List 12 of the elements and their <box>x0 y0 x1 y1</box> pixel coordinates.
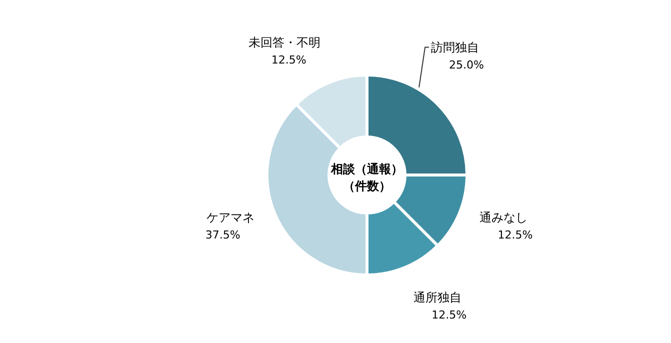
data-label: 25.0% <box>449 58 484 72</box>
slice-label: 訪問独自 <box>431 40 480 54</box>
slice-label: 未回答・不明 <box>248 35 320 50</box>
data-label: 12.5% <box>432 308 467 322</box>
text: （件数） <box>343 179 391 193</box>
slice-label: 通所独自 <box>414 290 462 305</box>
data-label: 12.5% <box>271 53 306 66</box>
data-label: 12.5% <box>498 228 533 242</box>
data-label: 37.5% <box>205 228 240 242</box>
slice-label: ケアマネ <box>206 210 254 225</box>
text: 相談（通報） <box>330 162 403 176</box>
slice-label: 通みなし <box>480 210 528 225</box>
